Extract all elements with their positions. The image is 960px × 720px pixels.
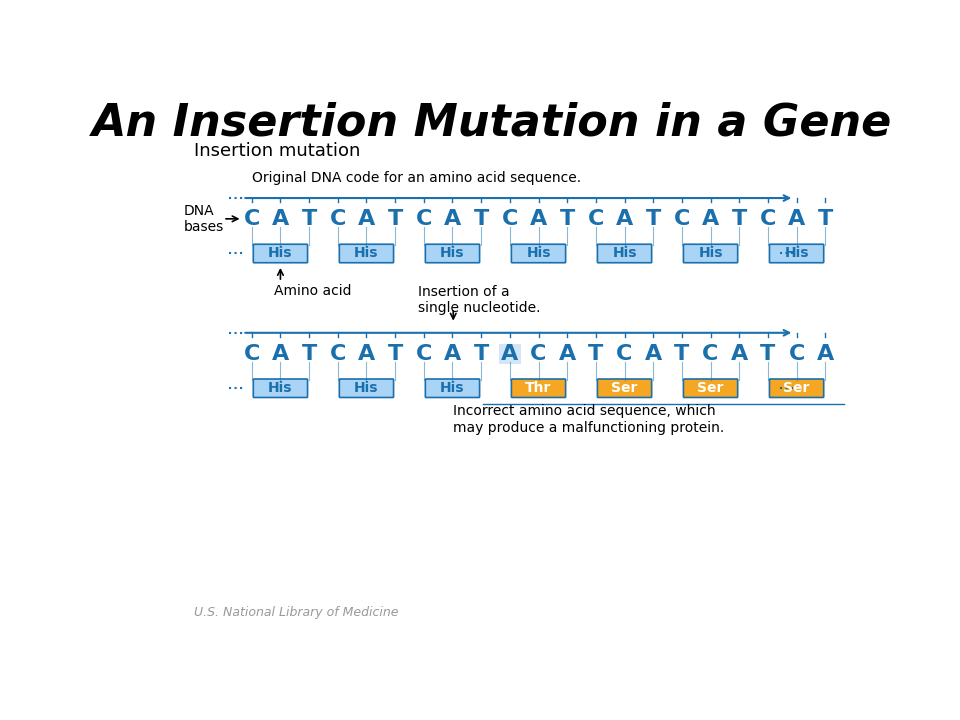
Text: U.S. National Library of Medicine: U.S. National Library of Medicine [194, 606, 398, 619]
FancyBboxPatch shape [512, 379, 565, 397]
Text: A: A [358, 209, 375, 229]
Text: T: T [388, 343, 403, 364]
FancyBboxPatch shape [512, 244, 565, 263]
FancyBboxPatch shape [339, 244, 394, 263]
Text: C: C [530, 343, 546, 364]
Text: An Insertion Mutation in a Gene: An Insertion Mutation in a Gene [92, 102, 892, 145]
Text: T: T [388, 209, 403, 229]
Text: His: His [354, 246, 378, 261]
FancyBboxPatch shape [770, 244, 824, 263]
Text: T: T [301, 209, 317, 229]
Text: Ser: Ser [697, 382, 724, 395]
FancyBboxPatch shape [684, 379, 737, 397]
Text: T: T [588, 343, 604, 364]
Text: C: C [502, 209, 518, 229]
FancyBboxPatch shape [499, 343, 520, 364]
Text: A: A [817, 343, 834, 364]
Text: C: C [759, 209, 776, 229]
Text: T: T [560, 209, 575, 229]
Text: C: C [244, 209, 260, 229]
Text: C: C [416, 209, 432, 229]
Text: His: His [526, 246, 551, 261]
Text: His: His [612, 246, 636, 261]
Text: C: C [416, 343, 432, 364]
Text: A: A [788, 209, 805, 229]
Text: C: C [616, 343, 633, 364]
Text: A: A [444, 209, 461, 229]
Text: Thr: Thr [525, 382, 552, 395]
FancyBboxPatch shape [597, 244, 652, 263]
Text: T: T [301, 343, 317, 364]
Text: T: T [674, 343, 689, 364]
Text: Ser: Ser [612, 382, 637, 395]
Text: C: C [329, 209, 346, 229]
Text: T: T [760, 343, 776, 364]
Text: Incorrect amino acid sequence, which
may produce a malfunctioning protein.: Incorrect amino acid sequence, which may… [453, 405, 725, 435]
Text: Original DNA code for an amino acid sequence.: Original DNA code for an amino acid sequ… [252, 171, 581, 185]
Text: A: A [731, 343, 748, 364]
Text: A: A [501, 343, 518, 364]
FancyBboxPatch shape [253, 379, 307, 397]
Text: C: C [788, 343, 804, 364]
Text: His: His [441, 246, 465, 261]
FancyBboxPatch shape [425, 244, 480, 263]
Text: A: A [530, 209, 547, 229]
Text: Insertion mutation: Insertion mutation [194, 142, 360, 160]
Text: A: A [702, 209, 719, 229]
Text: A: A [444, 343, 461, 364]
Text: T: T [473, 343, 489, 364]
Text: C: C [703, 343, 719, 364]
FancyBboxPatch shape [770, 379, 824, 397]
Text: DNA
bases: DNA bases [183, 204, 224, 234]
Text: A: A [358, 343, 375, 364]
Text: A: A [616, 209, 634, 229]
Text: His: His [441, 382, 465, 395]
Text: His: His [268, 246, 293, 261]
FancyBboxPatch shape [253, 244, 307, 263]
Text: A: A [272, 209, 289, 229]
Text: C: C [588, 209, 604, 229]
Text: T: T [732, 209, 747, 229]
Text: T: T [818, 209, 833, 229]
Text: T: T [645, 209, 660, 229]
Text: Insertion of a
single nucleotide.: Insertion of a single nucleotide. [419, 285, 540, 315]
Text: T: T [473, 209, 489, 229]
Text: Ser: Ser [783, 382, 810, 395]
FancyBboxPatch shape [684, 244, 737, 263]
Text: A: A [559, 343, 576, 364]
Text: C: C [244, 343, 260, 364]
FancyBboxPatch shape [425, 379, 480, 397]
Text: C: C [674, 209, 690, 229]
FancyBboxPatch shape [597, 379, 652, 397]
Text: A: A [272, 343, 289, 364]
Text: C: C [329, 343, 346, 364]
Text: His: His [784, 246, 809, 261]
FancyBboxPatch shape [339, 379, 394, 397]
Text: His: His [698, 246, 723, 261]
Text: His: His [268, 382, 293, 395]
Text: His: His [354, 382, 378, 395]
Text: Amino acid: Amino acid [275, 284, 351, 298]
Text: A: A [644, 343, 661, 364]
